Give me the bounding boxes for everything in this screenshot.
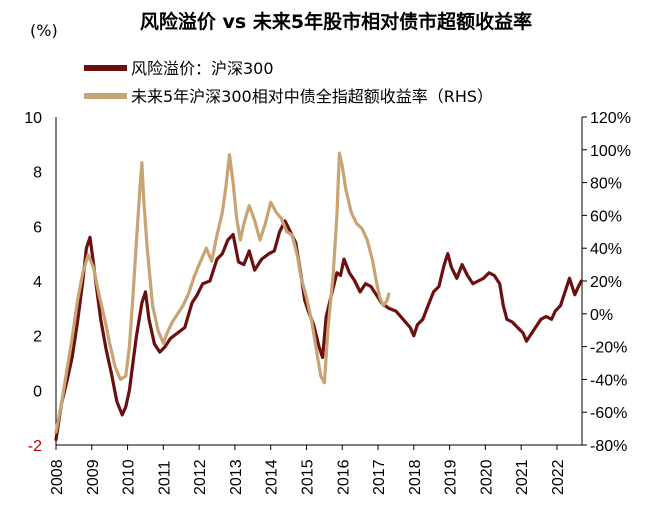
right-tick-label: 0% xyxy=(590,307,613,324)
right-tick-label: 40% xyxy=(590,241,622,258)
x-tick-label: 2022 xyxy=(550,459,567,495)
right-tick-label: 60% xyxy=(590,208,622,225)
right-tick-label: -20% xyxy=(590,340,627,357)
left-tick-label: 10 xyxy=(24,110,42,127)
x-tick-label: 2011 xyxy=(156,460,173,495)
left-tick-label: 8 xyxy=(33,165,42,182)
x-tick-label: 2020 xyxy=(478,459,495,495)
x-tick-label: 2013 xyxy=(228,459,245,495)
x-axis-ticks: 2008 2009 2010 2011 2012 2013 2014 2015 2016 2017… xyxy=(49,445,567,495)
right-tick-label: 100% xyxy=(590,143,631,160)
x-tick-label: 2015 xyxy=(299,459,316,495)
x-tick-label: 2010 xyxy=(121,459,138,495)
x-tick-label: 2016 xyxy=(335,459,352,495)
x-tick-label: 2014 xyxy=(264,459,281,495)
right-tick-label: 120% xyxy=(590,110,631,127)
left-tick-label: -2 xyxy=(28,438,42,455)
chart-title: 风险溢价 vs 未来5年股市相对债市超额收益率 xyxy=(140,10,532,33)
legend: 风险溢价：沪深300 未来5年沪深300相对中债全指超额收益率（RHS） xyxy=(84,59,493,106)
x-tick-label: 2021 xyxy=(514,459,531,495)
right-axis-ticks: 120% 100% 80% 60% 40% 20% 0% -20% -40% -60% -80% xyxy=(582,110,631,455)
right-tick-label: -80% xyxy=(590,438,627,455)
left-axis-unit: (%) xyxy=(30,21,58,40)
left-tick-label: 0 xyxy=(33,383,42,400)
right-tick-label: 80% xyxy=(590,176,622,193)
legend-label-risk-premium: 风险溢价：沪深300 xyxy=(131,59,274,78)
legend-label-excess-return: 未来5年沪深300相对中债全指超额收益率（RHS） xyxy=(131,87,493,106)
left-tick-label: 6 xyxy=(33,219,42,236)
x-tick-label: 2018 xyxy=(407,459,424,495)
x-tick-label: 2012 xyxy=(192,459,209,495)
series-layer xyxy=(54,151,583,442)
x-tick-label: 2017 xyxy=(371,459,388,495)
right-tick-label: -40% xyxy=(590,372,627,389)
x-tick-label: 2009 xyxy=(85,459,102,495)
x-tick-label: 2019 xyxy=(443,459,460,495)
right-tick-label: 20% xyxy=(590,274,622,291)
series-line-1 xyxy=(54,151,391,434)
right-tick-label: -60% xyxy=(590,405,627,422)
x-tick-label: 2008 xyxy=(49,459,66,495)
left-tick-label: 4 xyxy=(33,274,42,291)
series-line-0 xyxy=(54,219,583,442)
left-axis-ticks: 10 8 6 4 2 0 -2 xyxy=(24,110,42,455)
left-tick-label: 2 xyxy=(33,329,42,346)
